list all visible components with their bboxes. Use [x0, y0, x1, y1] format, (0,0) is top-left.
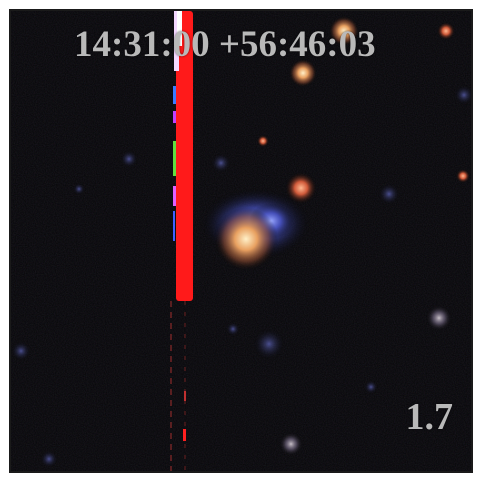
scale-value-label: 1.7	[405, 396, 454, 438]
faint-blue-source	[120, 150, 138, 168]
faint-blue-source	[454, 85, 471, 105]
faint-gray-source	[279, 432, 303, 456]
image-panel: 14:31:00 +56:46:03 1.7	[9, 9, 473, 473]
faint-blue-source	[211, 153, 231, 173]
faint-blue-source	[73, 183, 85, 195]
faint-blue-source	[226, 322, 240, 336]
orange-galaxy	[214, 207, 278, 271]
faint-blue-source	[253, 328, 285, 360]
red-source	[285, 172, 317, 204]
bleed-trail-artifact	[170, 11, 193, 471]
faint-blue-source	[378, 183, 400, 205]
gray-star	[426, 305, 452, 331]
sky-coordinates-label: 14:31:00 +56:46:03	[74, 24, 376, 65]
faint-blue-source	[364, 380, 378, 394]
faint-blue-source	[40, 450, 58, 468]
faint-blue-source	[11, 341, 31, 361]
orange-star	[289, 59, 317, 87]
faint-red-source	[456, 169, 470, 183]
small-red-source	[257, 135, 269, 147]
faint-red-source	[437, 22, 455, 40]
orange-star-top	[329, 16, 359, 46]
sky-image	[11, 11, 471, 471]
